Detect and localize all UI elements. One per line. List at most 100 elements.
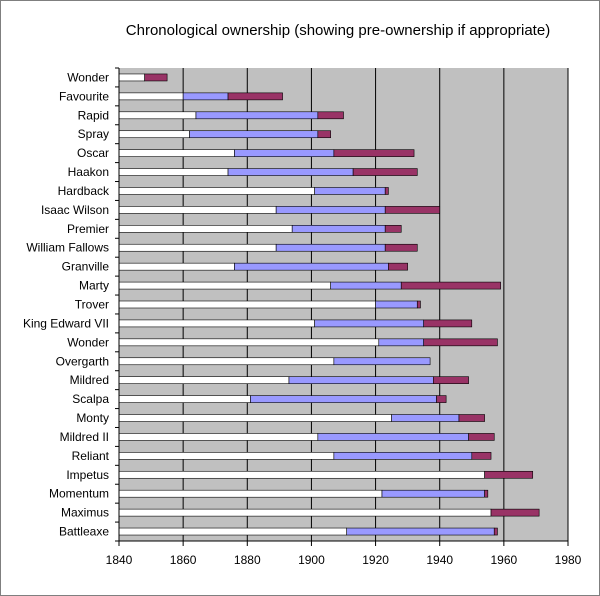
- category-label-10: Granville: [62, 260, 110, 274]
- category-label-6: Hardback: [58, 184, 110, 198]
- bar-pre-ownership-20: [333, 452, 473, 460]
- bar-white-23: [118, 508, 492, 517]
- bar-pre-ownership-14: [378, 338, 424, 347]
- bar-ownership-18: [458, 414, 485, 422]
- x-tick-label-1960: 1960: [491, 553, 518, 567]
- bar-ownership-23: [490, 508, 540, 517]
- bar-pre-ownership-15: [333, 357, 431, 366]
- bar-pre-ownership-11: [330, 281, 402, 290]
- bar-white-6: [118, 187, 315, 195]
- bar-ownership-20: [471, 452, 492, 460]
- bar-white-18: [118, 414, 392, 422]
- bar-white-10: [118, 262, 235, 271]
- bar-pre-ownership-4: [234, 149, 335, 157]
- category-label-12: Trover: [75, 298, 109, 312]
- bar-ownership-22: [484, 489, 489, 498]
- bar-pre-ownership-24: [346, 527, 495, 536]
- category-label-0: Wonder: [67, 70, 109, 84]
- category-label-20: Reliant: [72, 449, 110, 463]
- bar-pre-ownership-8: [291, 225, 386, 233]
- bar-ownership-6: [384, 187, 389, 195]
- category-label-9: William Fallows: [26, 241, 109, 255]
- bar-pre-ownership-7: [275, 206, 386, 214]
- bar-white-1: [118, 92, 184, 101]
- bar-ownership-24: [493, 527, 498, 536]
- bar-white-21: [118, 470, 485, 479]
- bar-pre-ownership-22: [381, 489, 485, 498]
- bar-ownership-7: [384, 206, 441, 214]
- bar-pre-ownership-1: [182, 92, 229, 101]
- bar-ownership-3: [317, 130, 331, 139]
- bar-white-3: [118, 130, 190, 139]
- bar-ownership-14: [423, 338, 498, 347]
- category-label-1: Favourite: [59, 89, 109, 103]
- x-tick-label-1920: 1920: [362, 553, 389, 567]
- bar-pre-ownership-17: [250, 395, 437, 403]
- category-label-14: Wonder: [67, 335, 109, 349]
- bar-ownership-5: [352, 168, 418, 176]
- category-label-19: Mildred II: [60, 430, 109, 444]
- x-tick-label-1980: 1980: [555, 553, 582, 567]
- category-label-13: King Edward VII: [23, 316, 109, 330]
- bar-pre-ownership-2: [195, 111, 319, 120]
- bar-white-22: [118, 489, 383, 498]
- bar-pre-ownership-19: [317, 433, 469, 441]
- category-label-4: Oscar: [77, 146, 109, 160]
- category-label-3: Spray: [78, 127, 109, 141]
- category-label-2: Rapid: [78, 108, 109, 122]
- chart-title: Chronological ownership (showing pre-own…: [125, 22, 551, 39]
- category-label-16: Mildred: [70, 373, 109, 387]
- bar-pre-ownership-6: [314, 187, 386, 195]
- bar-ownership-9: [384, 243, 418, 252]
- bar-white-16: [118, 376, 290, 384]
- bar-ownership-10: [388, 262, 408, 271]
- category-label-8: Premier: [67, 222, 109, 236]
- bar-pre-ownership-12: [375, 300, 418, 309]
- x-tick-label-1840: 1840: [106, 553, 133, 567]
- category-label-21: Impetus: [66, 468, 109, 482]
- category-label-11: Marty: [79, 279, 109, 293]
- category-label-5: Haakon: [68, 165, 109, 179]
- bar-white-14: [118, 338, 380, 347]
- category-label-17: Scalpa: [72, 392, 109, 406]
- bar-ownership-17: [436, 395, 447, 403]
- bar-pre-ownership-3: [189, 130, 319, 139]
- bar-ownership-1: [227, 92, 283, 101]
- category-label-18: Monty: [76, 411, 109, 425]
- category-label-23: Maximus: [61, 506, 109, 520]
- bar-white-11: [118, 281, 331, 290]
- bar-white-24: [118, 527, 348, 536]
- bar-ownership-0: [144, 73, 168, 82]
- bar-white-8: [118, 225, 293, 233]
- bar-pre-ownership-16: [288, 376, 434, 384]
- bar-pre-ownership-10: [234, 262, 389, 271]
- bar-white-19: [118, 433, 319, 441]
- bar-white-12: [118, 300, 376, 309]
- bar-pre-ownership-13: [314, 319, 424, 328]
- bar-white-5: [118, 168, 229, 176]
- category-label-15: Overgarth: [56, 354, 109, 368]
- category-label-24: Battleaxe: [59, 525, 109, 539]
- x-tick-label-1880: 1880: [234, 553, 261, 567]
- x-tick-label-1940: 1940: [426, 553, 453, 567]
- x-tick-label-1860: 1860: [170, 553, 197, 567]
- bar-ownership-13: [423, 319, 473, 328]
- bar-white-17: [118, 395, 251, 403]
- category-label-7: Isaac Wilson: [41, 203, 109, 217]
- bar-ownership-11: [400, 281, 501, 290]
- bar-white-20: [118, 452, 335, 460]
- bar-ownership-12: [416, 300, 421, 309]
- bar-ownership-19: [468, 433, 495, 441]
- x-tick-label-1900: 1900: [298, 553, 325, 567]
- bar-white-2: [118, 111, 197, 120]
- bar-ownership-16: [432, 376, 469, 384]
- bar-white-13: [118, 319, 315, 328]
- bar-pre-ownership-18: [391, 414, 460, 422]
- bar-white-15: [118, 357, 335, 366]
- bar-white-9: [118, 243, 277, 252]
- category-label-22: Momentum: [49, 487, 109, 501]
- bar-white-4: [118, 149, 235, 157]
- bar-pre-ownership-9: [275, 243, 386, 252]
- bar-ownership-4: [333, 149, 415, 157]
